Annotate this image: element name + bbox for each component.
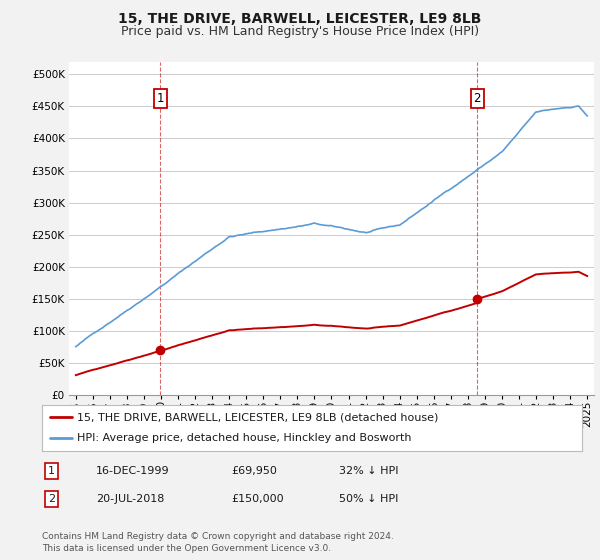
Text: 2: 2 — [48, 493, 55, 503]
Text: 15, THE DRIVE, BARWELL, LEICESTER, LE9 8LB (detached house): 15, THE DRIVE, BARWELL, LEICESTER, LE9 8… — [77, 412, 439, 422]
Text: 15, THE DRIVE, BARWELL, LEICESTER, LE9 8LB: 15, THE DRIVE, BARWELL, LEICESTER, LE9 8… — [118, 12, 482, 26]
Text: £69,950: £69,950 — [231, 466, 277, 476]
Text: 50% ↓ HPI: 50% ↓ HPI — [339, 493, 398, 503]
Text: Contains HM Land Registry data © Crown copyright and database right 2024.
This d: Contains HM Land Registry data © Crown c… — [42, 532, 394, 553]
Text: 1: 1 — [48, 466, 55, 476]
Text: HPI: Average price, detached house, Hinckley and Bosworth: HPI: Average price, detached house, Hinc… — [77, 433, 412, 444]
Text: 16-DEC-1999: 16-DEC-1999 — [96, 466, 170, 476]
Text: 2: 2 — [473, 92, 481, 105]
Text: £150,000: £150,000 — [231, 493, 284, 503]
Text: 20-JUL-2018: 20-JUL-2018 — [96, 493, 164, 503]
Text: Price paid vs. HM Land Registry's House Price Index (HPI): Price paid vs. HM Land Registry's House … — [121, 25, 479, 38]
Text: 1: 1 — [157, 92, 164, 105]
Text: 32% ↓ HPI: 32% ↓ HPI — [339, 466, 398, 476]
